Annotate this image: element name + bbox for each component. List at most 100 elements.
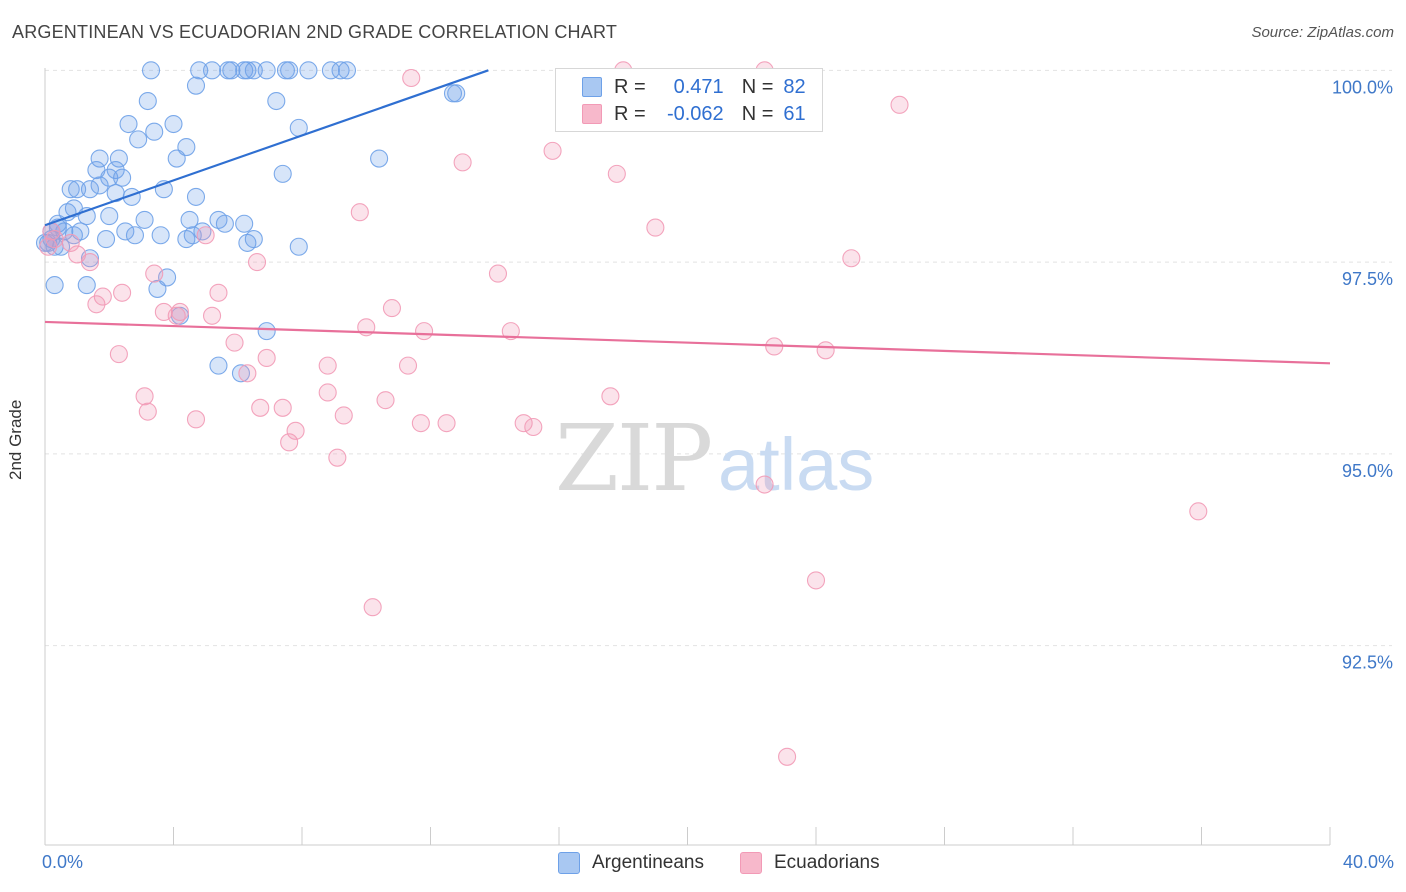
ecuadorian-point bbox=[109, 345, 128, 364]
ecuadorian-point bbox=[39, 237, 58, 256]
ecuadorian-point bbox=[607, 164, 626, 183]
ecuadorian-point bbox=[80, 253, 100, 272]
ecuadorian-point bbox=[524, 417, 543, 437]
ecuadorian-point bbox=[138, 402, 157, 421]
ecuadorian-point bbox=[890, 95, 909, 114]
watermark-zip: ZIP bbox=[555, 405, 711, 512]
argentinean-point bbox=[109, 149, 128, 168]
r-value: 0.471 bbox=[673, 75, 724, 98]
axes bbox=[44, 68, 1331, 846]
argentinean-point bbox=[68, 180, 87, 199]
watermark-atlas: atlas bbox=[718, 423, 874, 506]
n-label: N = bbox=[741, 102, 774, 125]
x-tick-label-min: 0.0% bbox=[42, 852, 84, 872]
argentinean-point bbox=[90, 176, 109, 195]
argentinean-point bbox=[145, 122, 164, 141]
chart-title: ARGENTINEAN VS ECUADORIAN 2ND GRADE CORR… bbox=[12, 22, 618, 42]
ecuadorian-point bbox=[755, 475, 774, 494]
argentinean-point bbox=[209, 356, 228, 375]
argentinean-point bbox=[244, 61, 263, 80]
ecuadorian-point bbox=[806, 571, 826, 590]
ecuadorian-point bbox=[280, 433, 299, 452]
stats-legend-row-ecuadorians: R = -0.062 N = 61 bbox=[582, 102, 806, 126]
argentinean-point bbox=[183, 226, 202, 245]
series-ecuadorians bbox=[39, 61, 1208, 766]
ecuadorian-point bbox=[318, 356, 337, 375]
ecuadorian-point bbox=[543, 141, 562, 160]
argentinean-point bbox=[222, 61, 241, 80]
ecuadorian-point bbox=[453, 153, 472, 172]
argentinean-trend-line bbox=[44, 69, 489, 227]
ecuadorian-point bbox=[646, 218, 665, 237]
argentinean-point bbox=[289, 237, 308, 256]
ecuadorian-point bbox=[415, 322, 434, 341]
argentinean-point bbox=[45, 276, 64, 295]
ecuadorian-point bbox=[1189, 502, 1208, 521]
legend-swatch-argentineans bbox=[558, 852, 580, 874]
ecuadorian-point bbox=[501, 322, 520, 341]
argentinean-point bbox=[96, 230, 116, 249]
legend-item-argentineans[interactable]: Argentineans bbox=[558, 852, 704, 874]
argentinean-point bbox=[235, 214, 254, 233]
y-tick-label: 97.5% bbox=[1342, 269, 1393, 289]
r-label: R = bbox=[614, 102, 646, 125]
argentinean-point bbox=[90, 149, 109, 168]
ecuadorian-trend-line bbox=[44, 320, 1331, 365]
argentinean-point bbox=[231, 364, 251, 383]
argentinean-point bbox=[138, 91, 157, 111]
ecuadorian-point bbox=[286, 421, 305, 440]
y-axis-label: 2nd Grade bbox=[6, 399, 25, 480]
argentinean-point bbox=[125, 226, 144, 245]
legend-item-ecuadorians[interactable]: Ecuadorians bbox=[740, 852, 880, 874]
y-tick-label: 95.0% bbox=[1342, 461, 1393, 481]
ecuadorian-point bbox=[376, 391, 395, 410]
argentinean-point bbox=[238, 61, 257, 80]
argentinean-point bbox=[119, 114, 138, 134]
argentinean-point bbox=[77, 276, 96, 295]
argentinean-point bbox=[148, 279, 167, 298]
ecuadorian-point bbox=[411, 414, 430, 433]
ecuadorian-point bbox=[225, 333, 244, 352]
ecuadorian-point bbox=[247, 253, 267, 272]
ecuadorian-point bbox=[382, 299, 402, 318]
ecuadorian-point bbox=[135, 387, 154, 406]
argentinean-point bbox=[113, 168, 132, 187]
ecuadorian-point bbox=[318, 383, 337, 402]
argentinean-point bbox=[331, 61, 350, 80]
argentinean-point bbox=[299, 61, 318, 80]
legend-label-argentineans: Argentineans bbox=[592, 852, 704, 873]
chart-source: Source: ZipAtlas.com bbox=[1251, 24, 1394, 41]
ecuadorian-point bbox=[167, 306, 186, 325]
watermark: ZIP atlas bbox=[555, 405, 874, 512]
argentinean-point bbox=[80, 180, 100, 199]
argentinean-point bbox=[257, 322, 276, 341]
trend-lines bbox=[44, 69, 1331, 365]
legend-swatch-ecuadorians bbox=[740, 852, 762, 874]
ecuadorian-point bbox=[842, 249, 861, 268]
stats-legend: R = 0.471 N = 82 R = -0.062 N = 61 bbox=[555, 68, 823, 132]
r-label: R = bbox=[614, 75, 646, 98]
legend-label-ecuadorians: Ecuadorians bbox=[774, 852, 880, 873]
y-tick-label: 92.5% bbox=[1342, 653, 1393, 673]
n-value: 82 bbox=[783, 75, 806, 98]
r-value: -0.062 bbox=[666, 102, 724, 125]
ecuadorian-point bbox=[328, 448, 347, 467]
ecuadorian-point bbox=[363, 598, 382, 617]
ecuadorian-point bbox=[350, 203, 369, 222]
argentinean-point bbox=[370, 149, 389, 168]
legend-swatch-argentineans bbox=[582, 77, 602, 97]
argentinean-point bbox=[273, 164, 292, 183]
ecuadorian-point bbox=[334, 406, 353, 425]
argentinean-point bbox=[321, 61, 340, 80]
ecuadorian-point bbox=[257, 348, 276, 368]
argentinean-point bbox=[190, 61, 209, 80]
argentinean-point bbox=[203, 61, 222, 80]
argentinean-point bbox=[100, 168, 119, 187]
ecuadorian-point bbox=[186, 410, 206, 429]
ecuadorian-point bbox=[437, 414, 456, 433]
ecuadorian-point bbox=[238, 364, 257, 383]
ecuadorian-point bbox=[514, 414, 533, 433]
argentinean-point bbox=[167, 149, 186, 168]
argentinean-point bbox=[186, 187, 206, 206]
